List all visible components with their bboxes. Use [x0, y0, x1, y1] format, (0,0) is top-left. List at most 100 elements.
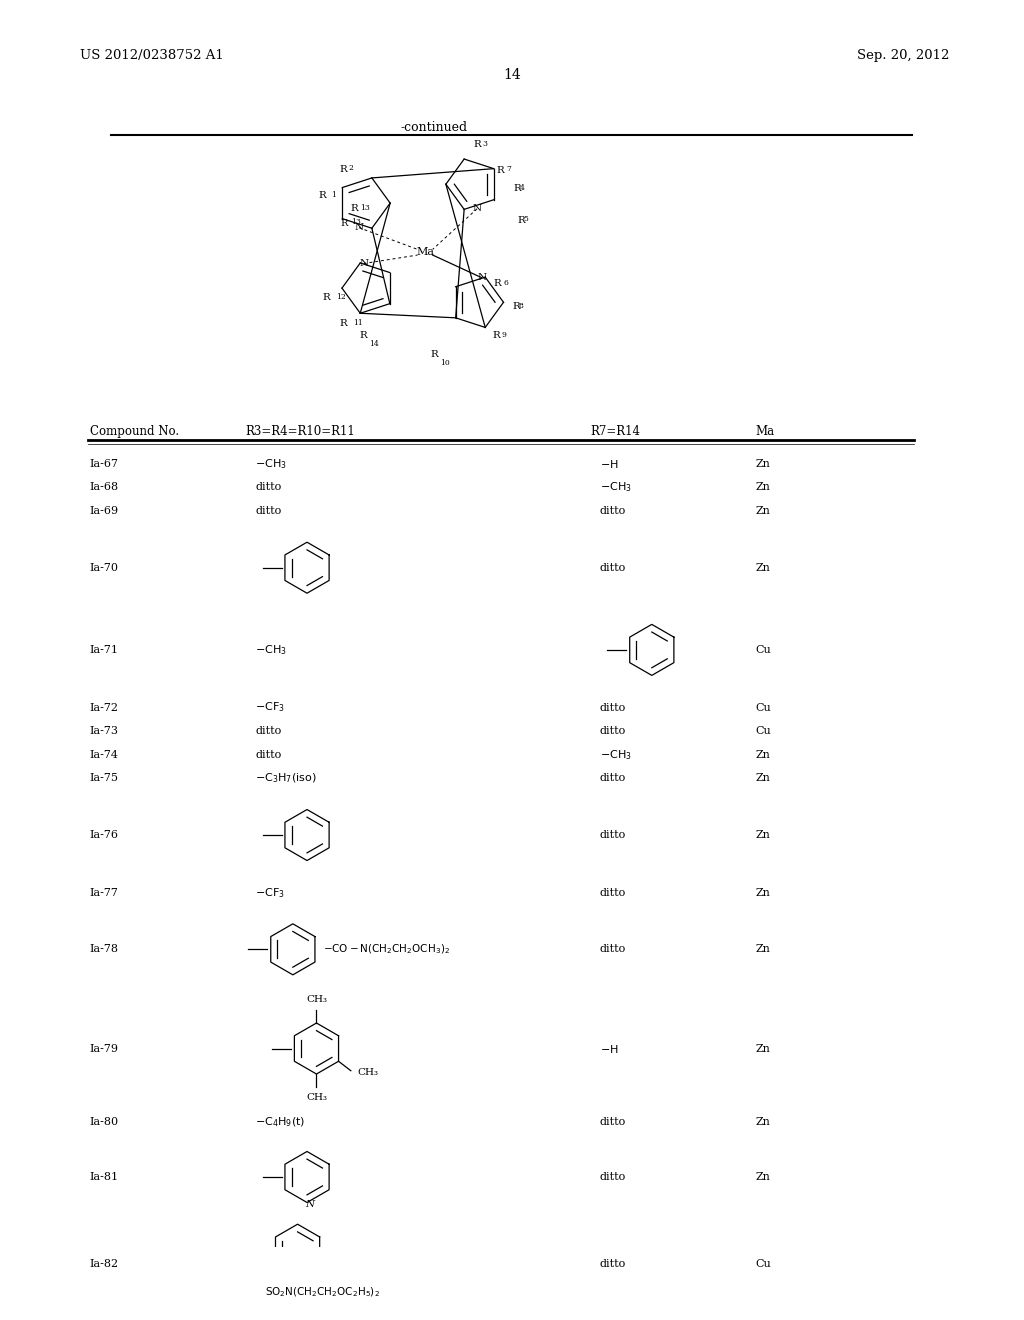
- Text: $-\mathrm{C_3H_7(iso)}$: $-\mathrm{C_3H_7(iso)}$: [255, 772, 316, 785]
- Text: R: R: [359, 331, 368, 339]
- Text: Zn: Zn: [756, 1172, 771, 1181]
- Text: ditto: ditto: [600, 702, 626, 713]
- Text: Sep. 20, 2012: Sep. 20, 2012: [857, 49, 949, 62]
- Text: ditto: ditto: [600, 726, 626, 737]
- Text: Ia-72: Ia-72: [90, 702, 119, 713]
- Text: 1: 1: [332, 191, 337, 199]
- Text: R: R: [340, 219, 347, 228]
- Text: R: R: [518, 215, 525, 224]
- Text: 6: 6: [504, 279, 508, 286]
- Text: Ia-75: Ia-75: [90, 774, 119, 783]
- Text: 14: 14: [370, 341, 379, 348]
- Text: $-\mathrm{CH_3}$: $-\mathrm{CH_3}$: [255, 643, 287, 657]
- Text: ditto: ditto: [600, 774, 626, 783]
- Text: 13: 13: [359, 205, 370, 213]
- Text: N: N: [472, 205, 481, 214]
- Text: 11: 11: [353, 319, 364, 327]
- Text: $-\mathrm{CF_3}$: $-\mathrm{CF_3}$: [255, 701, 285, 714]
- Text: Zn: Zn: [756, 774, 771, 783]
- Text: ditto: ditto: [600, 1259, 626, 1269]
- Text: Ia-71: Ia-71: [90, 645, 119, 655]
- Text: ditto: ditto: [255, 482, 282, 492]
- Text: $-\mathrm{H}$: $-\mathrm{H}$: [600, 1043, 618, 1055]
- Text: N: N: [359, 259, 369, 268]
- Text: R: R: [339, 165, 347, 174]
- Text: Zn: Zn: [756, 750, 771, 760]
- Text: ditto: ditto: [600, 887, 626, 898]
- Text: 3: 3: [482, 140, 487, 148]
- Text: Ia-67: Ia-67: [90, 459, 119, 469]
- Text: Ia-81: Ia-81: [90, 1172, 119, 1181]
- Text: $-\mathrm{CH_3}$: $-\mathrm{CH_3}$: [600, 480, 632, 494]
- Text: 12: 12: [336, 293, 346, 301]
- Text: ditto: ditto: [600, 830, 626, 840]
- Text: Ia-82: Ia-82: [90, 1259, 119, 1269]
- Text: Zn: Zn: [756, 459, 771, 469]
- Text: Ma: Ma: [416, 247, 434, 257]
- Text: ditto: ditto: [600, 1172, 626, 1181]
- Text: Cu: Cu: [756, 726, 771, 737]
- Text: 4: 4: [519, 185, 524, 193]
- Text: R3=R4=R10=R11: R3=R4=R10=R11: [246, 425, 355, 438]
- Text: $-\mathrm{CH_3}$: $-\mathrm{CH_3}$: [600, 748, 632, 762]
- Text: Zn: Zn: [756, 562, 771, 573]
- Text: R: R: [513, 302, 520, 312]
- Text: $-\mathrm{CF_3}$: $-\mathrm{CF_3}$: [255, 886, 285, 899]
- Text: Ia-78: Ia-78: [90, 944, 119, 954]
- Text: R: R: [350, 205, 358, 214]
- Text: R: R: [497, 165, 505, 174]
- Text: Ma: Ma: [756, 425, 775, 438]
- Text: Ia-79: Ia-79: [90, 1044, 119, 1053]
- Text: 5: 5: [523, 215, 528, 223]
- Text: Ia-77: Ia-77: [90, 887, 119, 898]
- Text: $-\mathrm{H}$: $-\mathrm{H}$: [600, 458, 618, 470]
- Text: Ia-68: Ia-68: [90, 482, 119, 492]
- Text: US 2012/0238752 A1: US 2012/0238752 A1: [80, 49, 224, 62]
- Text: 14: 14: [503, 69, 521, 82]
- Text: Compound No.: Compound No.: [90, 425, 179, 438]
- Text: $\mathrm{SO_2N(CH_2CH_2OC_2H_5)_2}$: $\mathrm{SO_2N(CH_2CH_2OC_2H_5)_2}$: [264, 1286, 380, 1299]
- Text: 2: 2: [348, 165, 353, 173]
- Text: R7=R14: R7=R14: [591, 425, 640, 438]
- Text: 10: 10: [440, 359, 450, 367]
- Text: N: N: [477, 273, 486, 282]
- Text: 9: 9: [502, 330, 507, 339]
- Text: R: R: [318, 191, 326, 201]
- Text: Cu: Cu: [756, 702, 771, 713]
- Text: ditto: ditto: [600, 506, 626, 516]
- Text: N: N: [305, 1200, 314, 1209]
- Text: ditto: ditto: [600, 562, 626, 573]
- Text: Zn: Zn: [756, 944, 771, 954]
- Text: Ia-74: Ia-74: [90, 750, 119, 760]
- Text: N: N: [354, 223, 364, 232]
- Text: ditto: ditto: [600, 1117, 626, 1127]
- Text: Zn: Zn: [756, 482, 771, 492]
- Text: 7: 7: [506, 165, 511, 173]
- Text: ditto: ditto: [255, 506, 282, 516]
- Text: Ia-80: Ia-80: [90, 1117, 119, 1127]
- Text: 8: 8: [518, 302, 523, 310]
- Text: R: R: [323, 293, 331, 302]
- Text: Ia-73: Ia-73: [90, 726, 119, 737]
- Text: Cu: Cu: [756, 1259, 771, 1269]
- Text: R: R: [473, 140, 481, 149]
- Text: CH₃: CH₃: [357, 1068, 379, 1077]
- Text: $\mathrm{-CO-N(CH_2CH_2OCH_3)_2}$: $\mathrm{-CO-N(CH_2CH_2OCH_3)_2}$: [324, 942, 451, 956]
- Text: CH₃: CH₃: [306, 995, 327, 1005]
- Text: Zn: Zn: [756, 830, 771, 840]
- Text: CH₃: CH₃: [306, 1093, 327, 1102]
- Text: R: R: [431, 350, 438, 359]
- Text: ditto: ditto: [600, 944, 626, 954]
- Text: Ia-69: Ia-69: [90, 506, 119, 516]
- Text: R: R: [514, 185, 521, 194]
- Text: ditto: ditto: [255, 750, 282, 760]
- Text: -continued: -continued: [401, 121, 468, 133]
- Text: Zn: Zn: [756, 506, 771, 516]
- Text: Zn: Zn: [756, 887, 771, 898]
- Text: $-\mathrm{C_4H_9(t)}$: $-\mathrm{C_4H_9(t)}$: [255, 1115, 305, 1129]
- Text: Ia-70: Ia-70: [90, 562, 119, 573]
- Text: Ia-76: Ia-76: [90, 830, 119, 840]
- Text: ditto: ditto: [255, 726, 282, 737]
- Text: Cu: Cu: [756, 645, 771, 655]
- Text: $-\mathrm{CH_3}$: $-\mathrm{CH_3}$: [255, 457, 287, 471]
